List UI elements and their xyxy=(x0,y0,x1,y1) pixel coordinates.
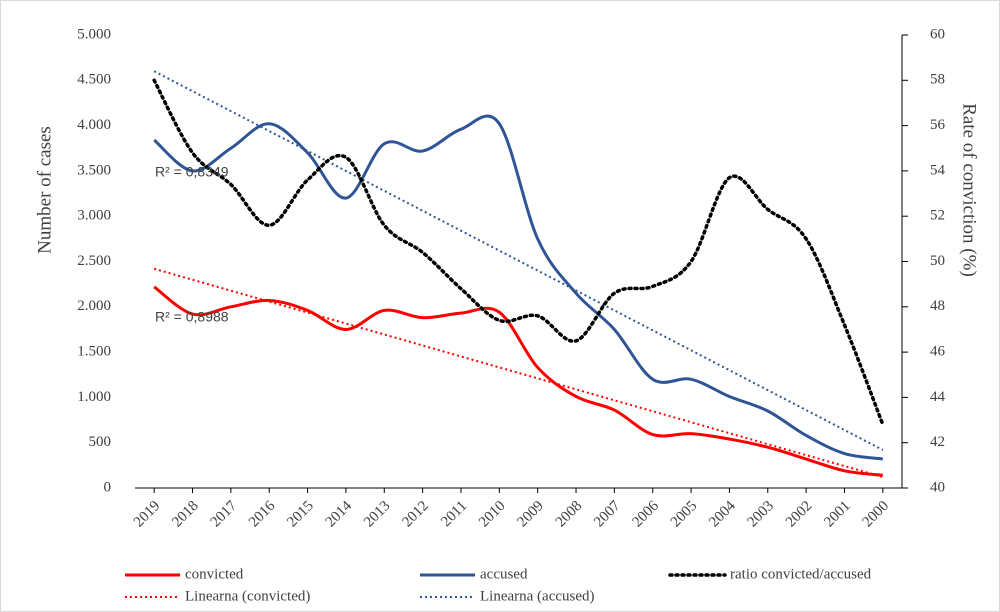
y2-axis-title: Rate of conviction (%) xyxy=(959,103,980,277)
legend-label: Linearna (convicted) xyxy=(185,588,310,604)
y-tick-label: 4.000 xyxy=(77,117,111,133)
series-line xyxy=(153,114,884,461)
y-tick-label: 5.000 xyxy=(77,26,111,42)
y2-tick-label: 40 xyxy=(930,479,945,495)
y-axis-title: Number of cases xyxy=(34,126,55,254)
series-line xyxy=(153,70,884,451)
y-tick-label: 1.000 xyxy=(77,389,111,405)
series-line xyxy=(153,285,884,477)
y2-tick-label: 48 xyxy=(930,298,945,314)
y2-tick-label: 46 xyxy=(930,344,946,360)
y-tick-label: 1.500 xyxy=(77,344,111,360)
y-tick-label: 3.000 xyxy=(77,208,111,224)
y2-tick-label: 60 xyxy=(930,26,945,42)
y2-tick-label: 42 xyxy=(930,434,945,450)
legend-label: ratio convicted/accused xyxy=(730,566,872,582)
legend-label: convicted xyxy=(185,566,244,582)
legend-label: Linearna (accused) xyxy=(480,588,595,604)
r-squared-label: R² = 0,8349 xyxy=(155,164,229,180)
y-tick-label: 2.000 xyxy=(77,298,111,314)
y-tick-label: 0 xyxy=(104,479,112,495)
y2-tick-label: 44 xyxy=(930,389,946,405)
y2-tick-label: 56 xyxy=(930,117,946,133)
r-squared-label: R² = 0,8988 xyxy=(155,309,229,325)
y2-tick-label: 50 xyxy=(930,253,945,269)
y2-tick-label: 54 xyxy=(930,162,946,178)
y-tick-label: 4.500 xyxy=(77,72,111,88)
y-tick-label: 2.500 xyxy=(77,253,111,269)
y-tick-label: 3.500 xyxy=(77,162,111,178)
y2-tick-label: 58 xyxy=(930,72,945,88)
y-tick-label: 500 xyxy=(89,434,112,450)
series-line xyxy=(152,78,885,427)
y2-tick-label: 52 xyxy=(930,208,945,224)
legend-label: accused xyxy=(480,566,528,582)
series-line xyxy=(153,267,884,478)
